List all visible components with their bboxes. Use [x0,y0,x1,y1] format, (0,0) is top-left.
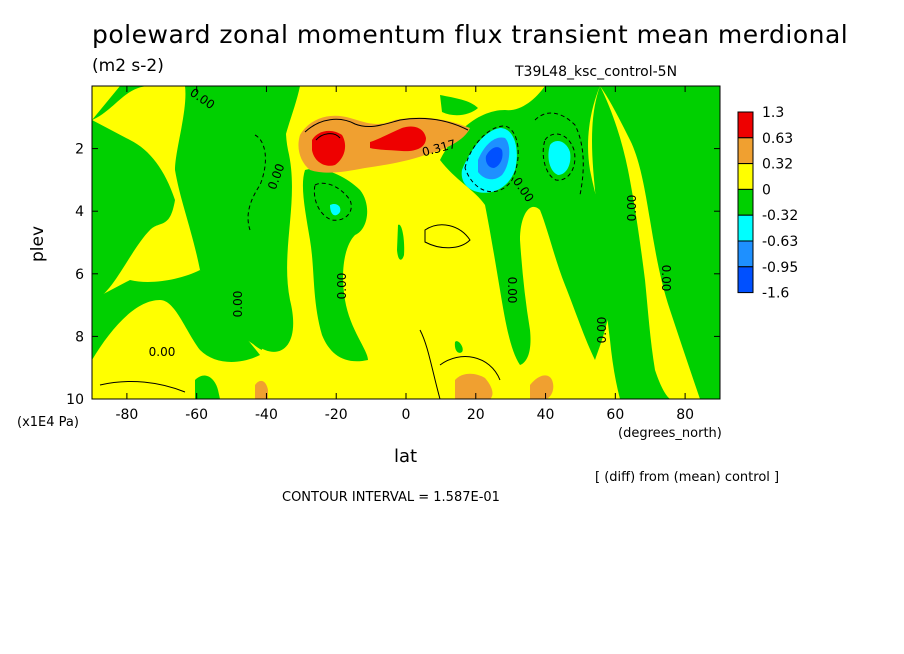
contour-line [419,329,441,399]
contour-label: 0.00 [335,273,349,300]
colorbar-label: -0.95 [762,260,798,276]
contour-interval: CONTOUR INTERVAL = 1.587E-01 [282,490,500,505]
neg-region [592,86,670,399]
colorbar-label: 0.63 [762,131,793,147]
colorbar-label: -0.63 [762,234,798,250]
colorbar-label: 1.3 [762,105,784,121]
neg-region [600,86,720,399]
colorbar-swatch [737,214,754,242]
contour-line [304,117,469,133]
x-axis-label: lat [394,446,418,467]
contour-line [315,133,341,141]
contour-label: 0.00 [659,265,673,292]
x-tick-label: 40 [537,407,555,423]
x-tick-label: 60 [606,407,624,423]
x-tick-label: 20 [467,407,485,423]
neg-region-strong [548,140,571,175]
contour-label: 0.00 [595,317,609,344]
pos-region [312,130,346,166]
contour-line [424,224,471,249]
y-tick-label: 2 [75,142,84,158]
x-tick-label: 0 [402,407,411,423]
colorbar-label: 0.32 [762,157,793,173]
contour-label: 0.00 [149,345,176,359]
y-tick-label: 10 [66,392,84,408]
y-tick-label: 8 [75,329,84,345]
colorbar-swatch [737,111,754,139]
colorbar-swatch [737,137,754,165]
diff-note: [ (diff) from (mean) control ] [595,470,780,485]
y-axis-unit: (x1E4 Pa) [17,415,79,430]
neg-contour-line [313,182,352,221]
pos-region [455,373,493,399]
x-tick-label: -40 [255,407,278,423]
contour-label: 0.00 [505,277,519,304]
chart-units: (m2 s-2) [92,56,164,76]
contour-label: 0.00 [231,291,245,318]
colorbar-label: 0 [762,182,771,198]
pos-region [255,380,268,399]
neg-region-strong [485,147,503,168]
colorbar: 1.3 0.63 0.32 0 -0.32 -0.63 -0.95 -1.6 [737,105,798,302]
colorbar-label: -0.32 [762,208,798,224]
neg-region [440,95,478,116]
contour-fills [92,86,720,399]
x-tick-label: -20 [325,407,348,423]
chart-title: poleward zonal momentum flux transient m… [92,20,849,49]
neg-region [200,86,300,350]
neg-contour-line [542,133,576,181]
y-axis: 2 4 6 8 10 [66,142,720,408]
colorbar-label: -1.6 [762,286,789,302]
x-tick-label: 80 [676,407,694,423]
colorbar-swatch [737,188,754,216]
contour-line [439,356,501,381]
y-tick-label: 4 [75,204,84,220]
neg-region [397,224,405,260]
neg-contour-line [534,112,584,196]
colorbar-swatch [737,266,754,294]
contour-lines [99,117,501,399]
neg-region [701,110,720,330]
negative-contours [247,112,584,231]
experiment-label: T39L48_ksc_control-5N [515,64,678,80]
colorbar-swatch [737,240,754,268]
neg-region [302,168,368,362]
neg-region [454,341,463,353]
x-tick-label: -60 [185,407,208,423]
pos-region [530,375,554,399]
neg-contour-line [464,125,519,193]
neg-region [92,270,260,362]
neg-region [195,375,220,399]
pos-region [370,126,426,152]
contour-label: 0.00 [625,195,639,222]
neg-region-strong [330,203,341,216]
x-tick-label: -80 [115,407,138,423]
contour-line [99,381,186,393]
x-axis: -80 -60 -40 -20 0 20 40 60 80 [115,86,694,423]
y-tick-label: 6 [75,267,84,283]
x-axis-unit: (degrees_north) [618,426,722,441]
colorbar-swatch [737,163,754,190]
